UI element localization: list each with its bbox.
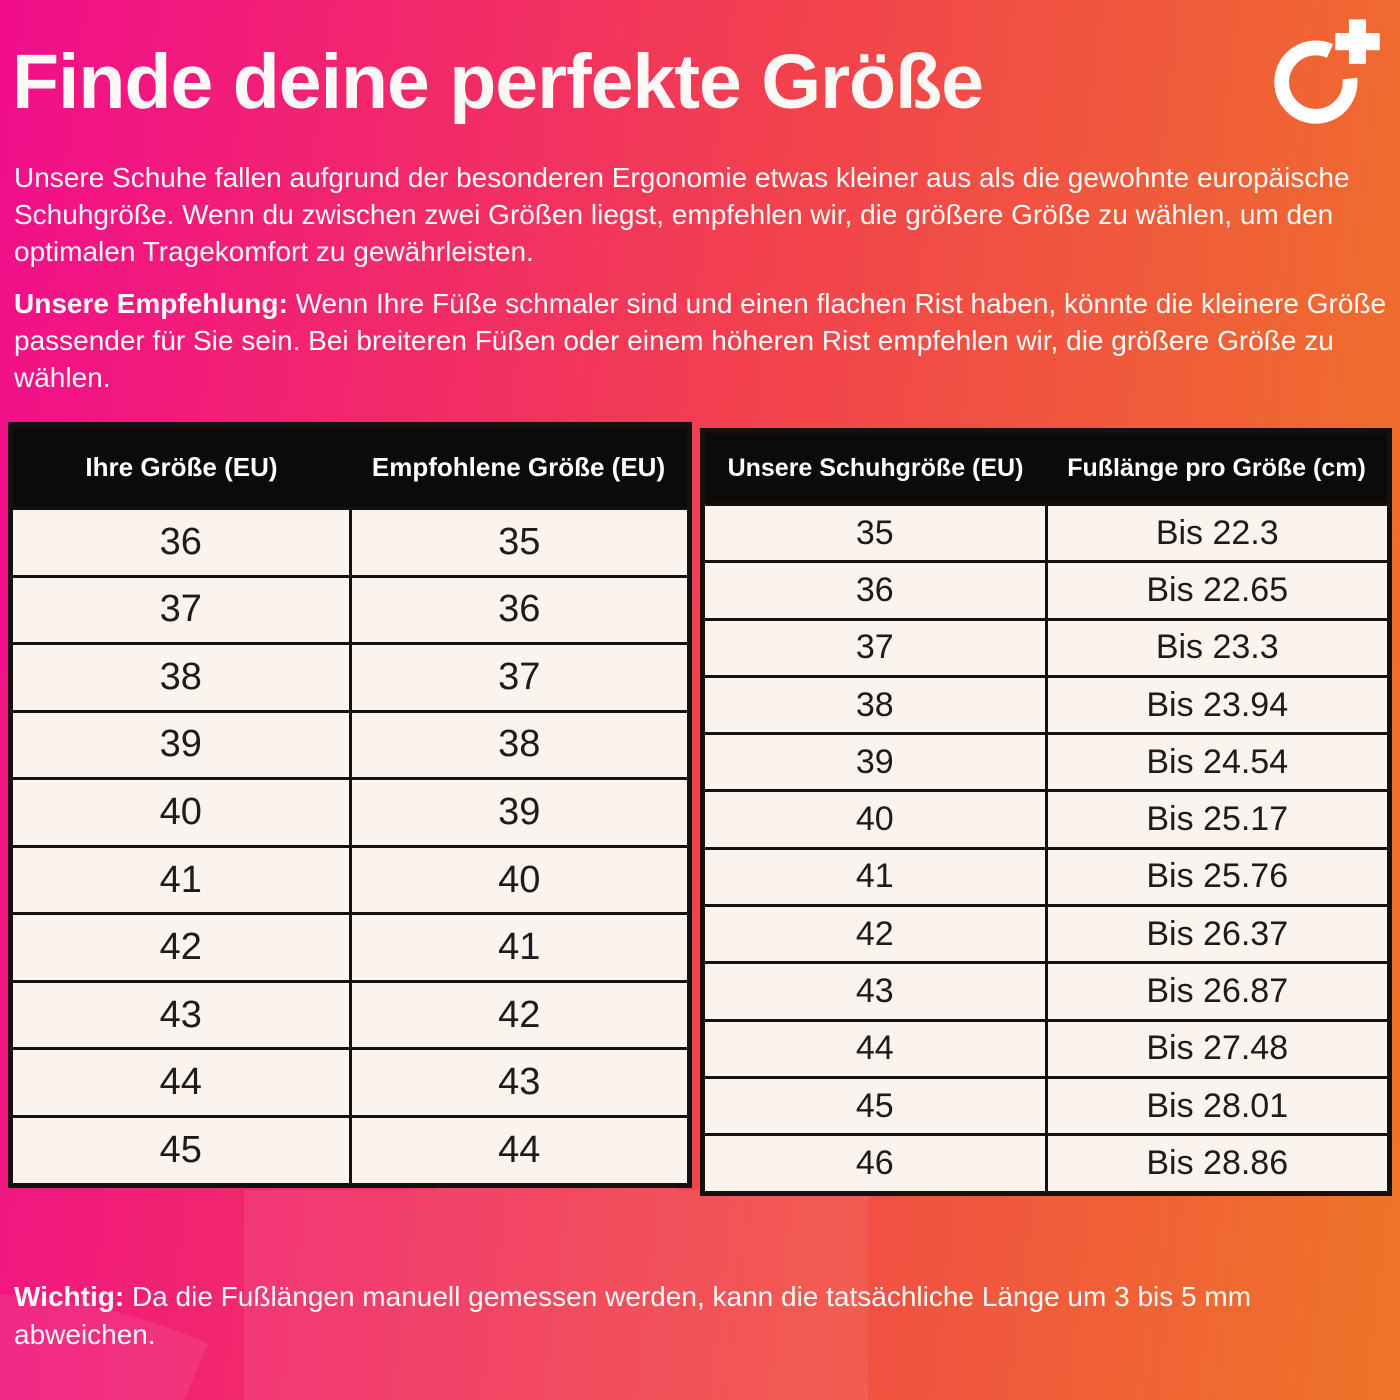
table-row: 43 42 xyxy=(9,979,691,1051)
table-cell: 35 xyxy=(701,502,1048,564)
table-cell: 44 xyxy=(348,1114,691,1188)
table-cell: Bis 23.3 xyxy=(1044,617,1391,678)
table-row: 41 Bis 25.76 xyxy=(701,846,1391,908)
table-cell: 37 xyxy=(348,642,691,713)
table-cell: 39 xyxy=(9,709,352,781)
column-header-our-shoe-size: Unsere Schuhgröße (EU) xyxy=(702,430,1046,505)
table-cell: 41 xyxy=(348,912,691,983)
table-cell: 38 xyxy=(701,674,1048,736)
recommendation-paragraph: Unsere Empfehlung: Wenn Ihre Füße schmal… xyxy=(14,286,1392,397)
table-cell: Bis 25.17 xyxy=(1044,789,1391,850)
table-cell: 38 xyxy=(348,709,691,781)
table-row: 35 Bis 22.3 xyxy=(701,502,1391,564)
table-cell: 45 xyxy=(9,1114,352,1188)
table-row: 37 36 xyxy=(9,574,691,646)
table-cell: 42 xyxy=(701,904,1048,965)
table-row: 39 Bis 24.54 xyxy=(701,732,1391,793)
table-cell: 45 xyxy=(701,1075,1048,1137)
table-row: 40 39 xyxy=(9,777,691,848)
table-cell: 41 xyxy=(701,846,1048,908)
table-cell: Bis 26.37 xyxy=(1044,904,1391,965)
table-row: 43 Bis 26.87 xyxy=(701,961,1391,1022)
table-row: 45 Bis 28.01 xyxy=(701,1075,1391,1137)
table-cell: Bis 25.76 xyxy=(1044,846,1391,908)
table-cell: Bis 28.01 xyxy=(1044,1075,1391,1137)
intro-text: Unsere Schuhe fallen aufgrund der besond… xyxy=(14,162,1350,267)
table-cell: 39 xyxy=(348,777,691,848)
column-header-your-size: Ihre Größe (EU) xyxy=(10,424,350,509)
table-row: 42 Bis 26.37 xyxy=(701,904,1391,965)
table-row: 41 40 xyxy=(9,844,691,916)
column-header-recommended-size: Empfohlene Größe (EU) xyxy=(350,424,690,509)
table-header-row: Ihre Größe (EU) Empfohlene Größe (EU) xyxy=(10,424,690,509)
size-recommendation-table: Ihre Größe (EU) Empfohlene Größe (EU) 36… xyxy=(8,422,692,1188)
footnote: Wichtig: Da die Fußlängen manuell gemess… xyxy=(14,1278,1392,1354)
table-row: 36 Bis 22.65 xyxy=(701,560,1391,621)
table-cell: 35 xyxy=(348,507,691,578)
table-row: 44 43 xyxy=(9,1047,691,1118)
footnote-label: Wichtig: xyxy=(14,1281,125,1312)
table-cell: 36 xyxy=(348,574,691,646)
table-cell: Bis 24.54 xyxy=(1044,732,1391,793)
table-header-row: Unsere Schuhgröße (EU) Fußlänge pro Größ… xyxy=(702,430,1390,505)
table-cell: Bis 26.87 xyxy=(1044,961,1391,1022)
table-row: 39 38 xyxy=(9,709,691,781)
table-row: 38 Bis 23.94 xyxy=(701,674,1391,736)
table-row: 42 41 xyxy=(9,912,691,983)
table-cell: Bis 23.94 xyxy=(1044,674,1391,736)
table-cell: 36 xyxy=(701,560,1048,621)
recommendation-label: Unsere Empfehlung: xyxy=(14,288,288,319)
table-cell: 43 xyxy=(701,961,1048,1022)
table-cell: 36 xyxy=(9,507,352,578)
recommendation-text: Wenn Ihre Füße schmaler sind und einen f… xyxy=(14,288,1387,393)
table-row: 37 Bis 23.3 xyxy=(701,617,1391,678)
table-row: 44 Bis 27.48 xyxy=(701,1018,1391,1079)
table-cell: 41 xyxy=(9,844,352,916)
table-cell: 44 xyxy=(9,1047,352,1118)
table-cell: Bis 27.48 xyxy=(1044,1018,1391,1079)
table-cell: 42 xyxy=(9,912,352,983)
table-cell: 38 xyxy=(9,642,352,713)
table-row: 38 37 xyxy=(9,642,691,713)
table-row: 45 44 xyxy=(9,1114,691,1188)
table-cell: 43 xyxy=(348,1047,691,1118)
intro-paragraph: Unsere Schuhe fallen aufgrund der besond… xyxy=(14,160,1392,271)
table-cell: 37 xyxy=(9,574,352,646)
table-cell: Bis 22.3 xyxy=(1044,502,1391,564)
table-cell: 40 xyxy=(348,844,691,916)
table-cell: 44 xyxy=(701,1018,1048,1079)
table-row: 46 Bis 28.86 xyxy=(701,1133,1391,1195)
footnote-text: Da die Fußlängen manuell gemessen werden… xyxy=(14,1281,1252,1350)
table-row: 36 35 xyxy=(9,507,691,578)
table-cell: 46 xyxy=(701,1133,1048,1195)
table-cell: Bis 22.65 xyxy=(1044,560,1391,621)
o-plus-brand-logo-icon xyxy=(1268,16,1382,130)
table-cell: 42 xyxy=(348,979,691,1051)
table-cell: 40 xyxy=(9,777,352,848)
table-cell: 40 xyxy=(701,789,1048,850)
table-cell: 43 xyxy=(9,979,352,1051)
column-header-foot-length: Fußlänge pro Größe (cm) xyxy=(1046,430,1390,505)
table-cell: Bis 28.86 xyxy=(1044,1133,1391,1195)
table-cell: 39 xyxy=(701,732,1048,793)
table-cell: 37 xyxy=(701,617,1048,678)
page-title: Finde deine perfekte Größe xyxy=(12,39,984,125)
table-row: 40 Bis 25.17 xyxy=(701,789,1391,850)
foot-length-table: Unsere Schuhgröße (EU) Fußlänge pro Größ… xyxy=(700,428,1392,1196)
